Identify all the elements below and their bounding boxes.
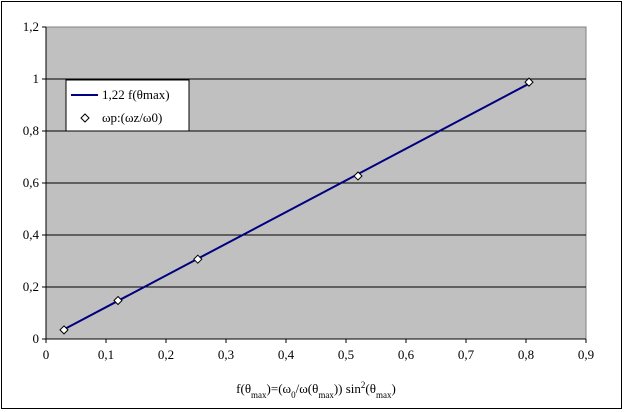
legend: 1,22 f(θmax) ωp:(ωz/ω0) [65,79,190,132]
x-axis-label: f(θmax)=(ω0/ω(θmax)) sin2(θmax) [236,380,396,400]
data-point [193,254,203,264]
y-tick-label: 0 [33,331,40,346]
x-axis-label-part: )) sin [334,381,362,396]
y-tick-label: 0,6 [23,175,40,190]
x-tick-label: 0,9 [578,347,594,362]
legend-label-line: 1,22 f(θmax) [102,87,170,102]
x-axis-label-part: 0 [291,390,296,400]
x-axis-label-part: )=(ω [267,381,292,396]
x-tick-label: 0,1 [98,347,114,362]
x-tick-label: 0,6 [398,347,415,362]
y-tick-label: 1 [33,71,40,86]
data-point [59,325,69,335]
y-tick-label: 1,2 [23,19,39,34]
y-tick-label: 0,2 [23,279,39,294]
x-axis-label-part: (θ [365,381,376,396]
data-point [113,295,123,306]
x-tick-label: 0,2 [158,347,174,362]
data-point [524,77,534,87]
x-axis-label-part: 2 [361,380,366,390]
x-axis-label-part: /ω(θ [296,381,319,396]
x-axis-label-part: max [318,390,334,400]
x-tick-label: 0,7 [458,347,475,362]
legend-box [65,79,190,132]
x-tick-label: 0 [43,347,50,362]
y-tick-label: 0,8 [23,123,39,138]
legend-marker-swatch [80,113,90,123]
x-tick-label: 0,4 [278,347,295,362]
x-tick-label: 0,8 [518,347,534,362]
series-line [63,82,530,331]
x-axis-label-part: ) [391,381,395,396]
x-axis-label-part: f(θ [236,381,251,396]
x-axis-label-part: max [376,390,392,400]
y-tick-label: 0,4 [23,227,40,242]
data-point [353,171,363,181]
x-tick-label: 0,3 [218,347,234,362]
legend-label-marker: ωp:(ωz/ω0) [102,110,162,125]
x-axis-label-part: max [251,390,267,400]
x-tick-label: 0,5 [338,347,354,362]
